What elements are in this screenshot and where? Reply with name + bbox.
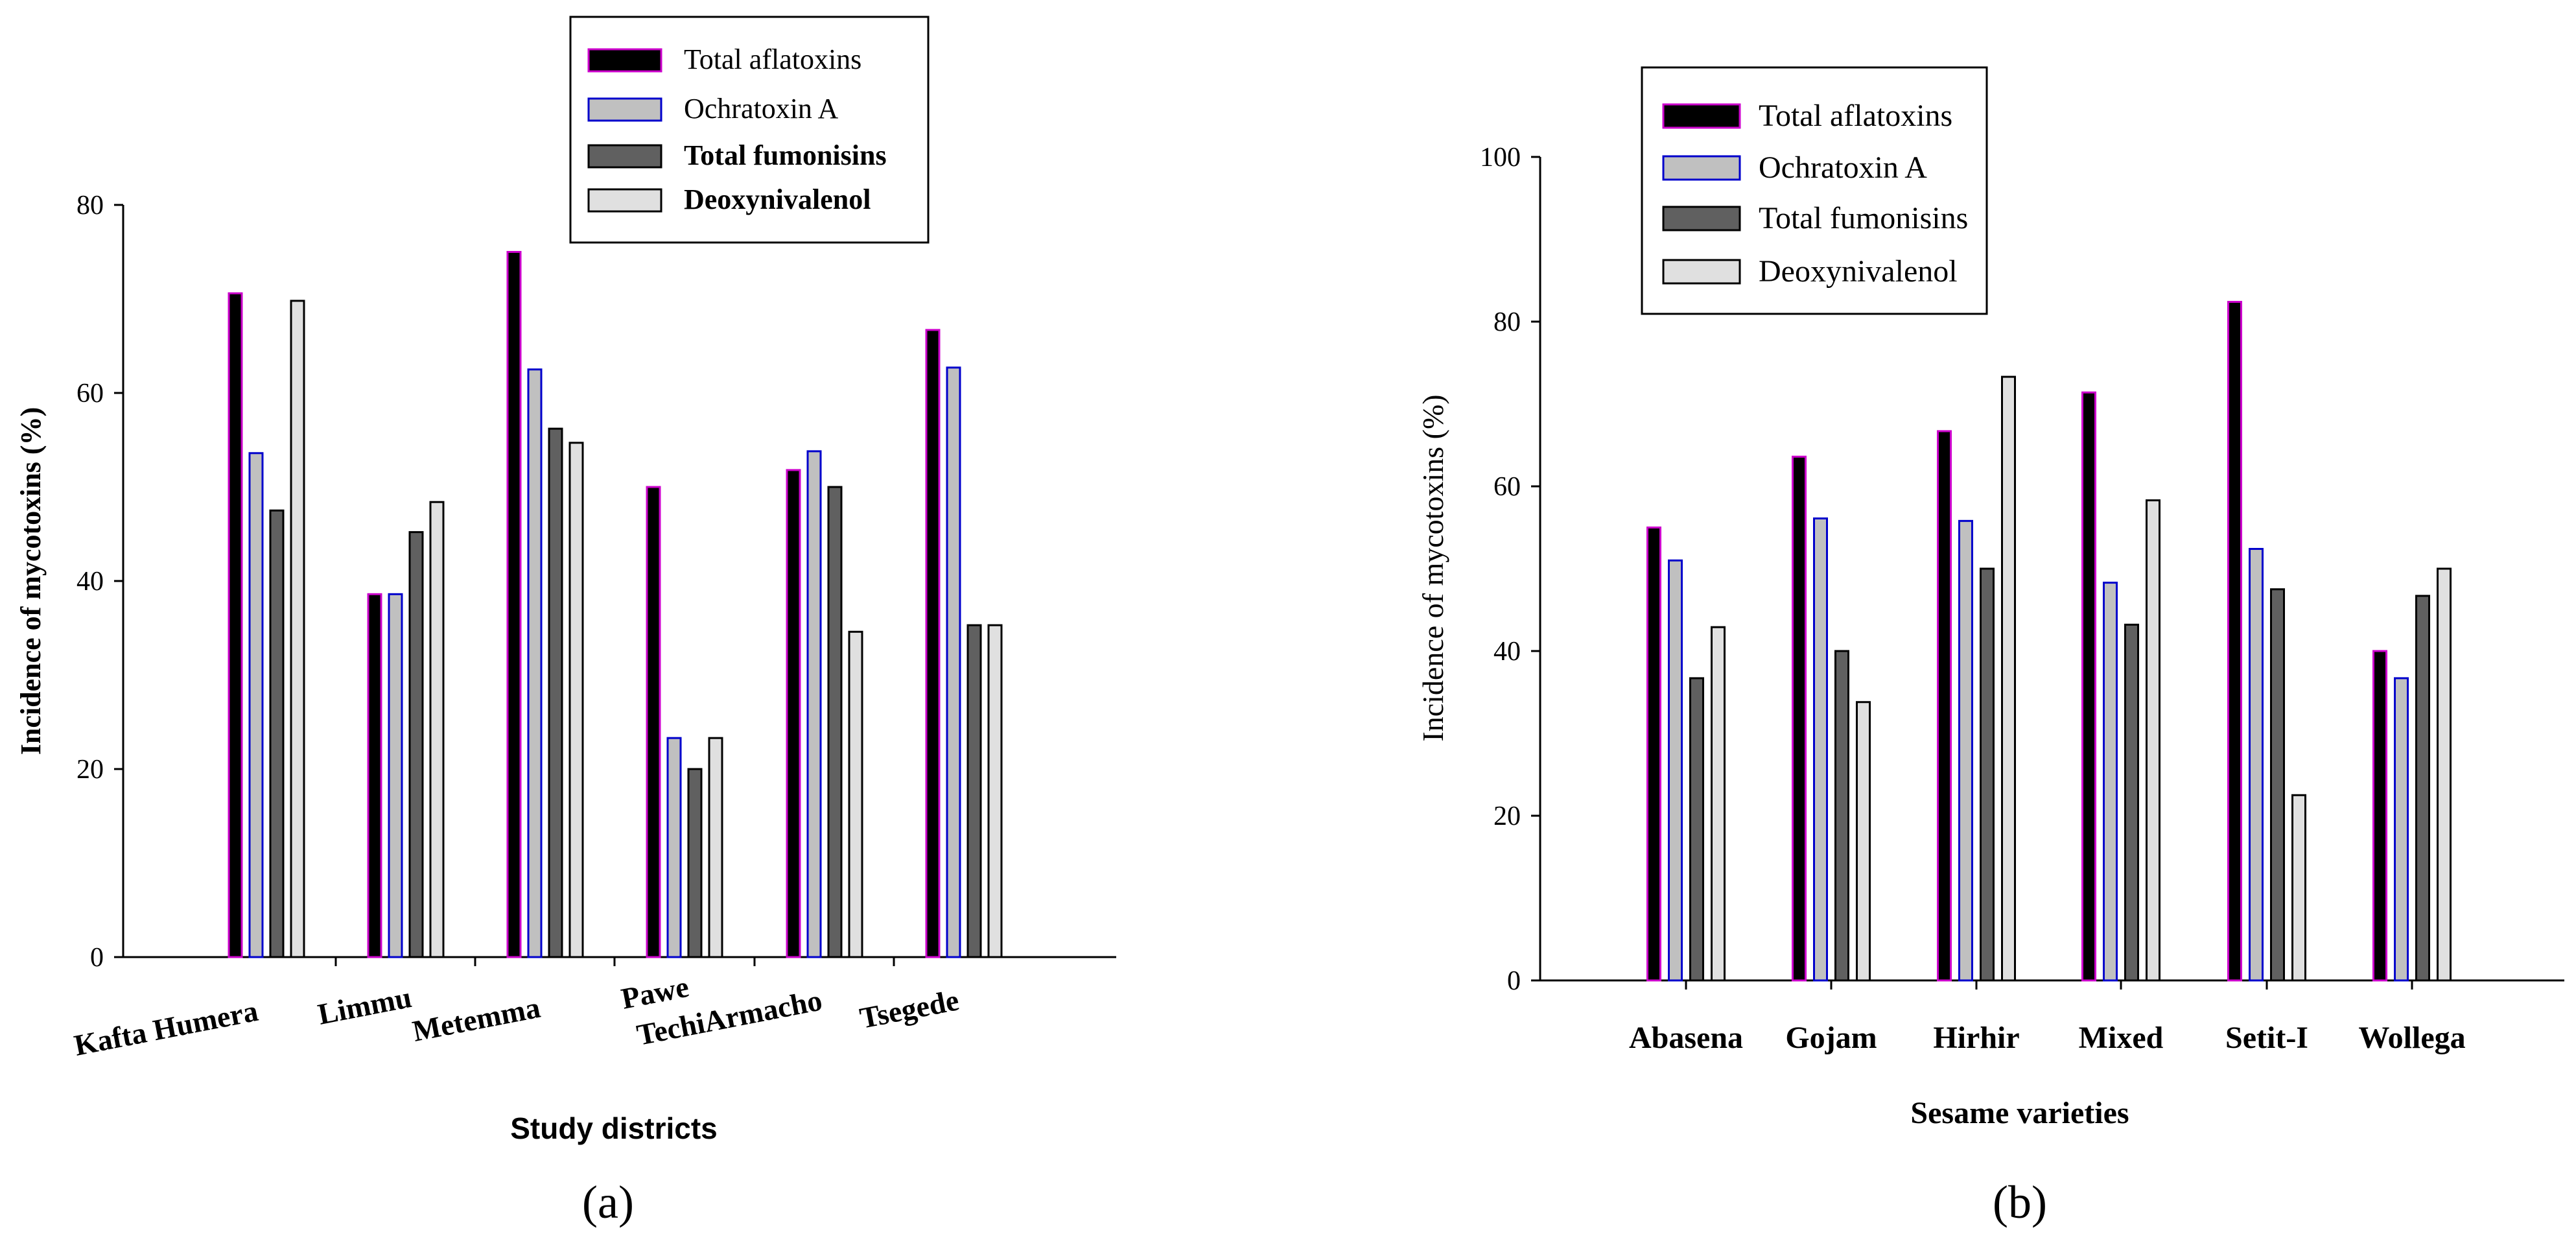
bar-3-3 bbox=[708, 737, 723, 958]
bar-2-5 bbox=[2415, 595, 2430, 982]
y-tick-label: 0 bbox=[90, 943, 104, 973]
panel-label: (b) bbox=[1993, 1176, 2047, 1228]
bar-1-4 bbox=[2249, 548, 2264, 982]
bar-0-1 bbox=[1792, 455, 1807, 982]
bar-0-3 bbox=[2081, 391, 2096, 982]
y-tick-label: 20 bbox=[76, 755, 104, 785]
legend-label: Ochratoxin A bbox=[1759, 150, 1927, 185]
legend-label: Total aflatoxins bbox=[1759, 99, 1952, 133]
x-tick-label: Metemma bbox=[410, 991, 543, 1048]
bar-2-0 bbox=[1689, 677, 1704, 982]
y-tick-label: 100 bbox=[1480, 143, 1521, 172]
legend-swatch bbox=[1662, 155, 1741, 181]
y-axis-label: Incidence of mycotoxins (%) bbox=[1416, 394, 1449, 741]
y-tick-label: 80 bbox=[76, 191, 104, 220]
x-tick-label: Kafta Humera bbox=[71, 994, 261, 1062]
y-axis-label: Incidence of mycotoxins (%) bbox=[15, 407, 47, 755]
legend-swatch bbox=[587, 144, 662, 169]
bar-1-4 bbox=[806, 450, 822, 958]
bar-3-5 bbox=[987, 624, 1003, 958]
legend-swatch bbox=[587, 188, 662, 213]
x-axis-label: Study districts bbox=[510, 1111, 718, 1145]
y-tick-label: 20 bbox=[1493, 801, 1521, 831]
bar-0-5 bbox=[925, 329, 941, 958]
legend-label: Total fumonisins bbox=[684, 139, 887, 171]
bar-1-1 bbox=[388, 593, 403, 958]
legend-label: Deoxynivalenol bbox=[684, 184, 871, 215]
bar-2-1 bbox=[1834, 650, 1849, 982]
x-tick-label: Pawe bbox=[618, 970, 692, 1015]
x-tick-label: Tsegede bbox=[857, 983, 961, 1034]
bar-3-5 bbox=[2437, 567, 2452, 982]
bar-0-3 bbox=[646, 486, 661, 958]
y-tick-label: 80 bbox=[1493, 307, 1521, 337]
y-tick-label: 60 bbox=[76, 379, 104, 409]
bar-1-0 bbox=[248, 452, 264, 958]
bar-2-3 bbox=[687, 768, 703, 958]
x-tick-label: Wollega bbox=[2358, 1021, 2465, 1055]
x-tick-label: Mixed bbox=[2079, 1021, 2164, 1055]
bar-3-1 bbox=[429, 501, 445, 958]
bar-1-2 bbox=[527, 368, 543, 958]
bar-2-1 bbox=[408, 531, 424, 958]
bar-3-2 bbox=[2001, 375, 2016, 982]
legend-swatch bbox=[1662, 103, 1741, 129]
bar-0-2 bbox=[506, 251, 522, 958]
bar-1-5 bbox=[2394, 677, 2409, 982]
bar-3-4 bbox=[848, 630, 863, 958]
bar-3-3 bbox=[2146, 499, 2160, 982]
panel-label: (a) bbox=[582, 1176, 634, 1228]
bar-3-0 bbox=[1711, 626, 1726, 982]
bar-0-2 bbox=[1937, 430, 1952, 982]
bar-1-0 bbox=[1668, 559, 1683, 982]
y-tick-label: 40 bbox=[76, 567, 104, 597]
bar-3-1 bbox=[1856, 701, 1871, 982]
x-tick-label: Gojam bbox=[1785, 1021, 1877, 1055]
bar-2-0 bbox=[269, 509, 285, 958]
x-tick-label: Setit-I bbox=[2225, 1021, 2308, 1055]
bar-1-5 bbox=[946, 366, 961, 958]
y-tick-label: 60 bbox=[1493, 472, 1521, 502]
legend-swatch bbox=[1662, 259, 1741, 285]
legend-swatch bbox=[587, 97, 662, 122]
bar-2-3 bbox=[2124, 623, 2139, 982]
bar-1-1 bbox=[1813, 517, 1828, 982]
x-tick-label: Limmu bbox=[315, 980, 414, 1031]
legend-label: Total aflatoxins bbox=[684, 43, 861, 75]
bar-2-5 bbox=[966, 624, 982, 958]
legend-label: Total fumonisins bbox=[1759, 201, 1968, 235]
bar-2-4 bbox=[2270, 588, 2285, 982]
legend-swatch bbox=[587, 48, 662, 73]
legend-label: Deoxynivalenol bbox=[1759, 254, 1958, 289]
bar-0-4 bbox=[786, 469, 801, 958]
x-tick-label: Hirhir bbox=[1933, 1021, 2019, 1055]
bar-2-2 bbox=[548, 427, 563, 958]
legend-swatch bbox=[1662, 206, 1741, 231]
x-axis-label: Sesame varieties bbox=[1910, 1096, 2129, 1130]
bar-0-0 bbox=[228, 292, 243, 958]
bar-0-4 bbox=[2227, 301, 2242, 982]
bar-2-2 bbox=[1980, 567, 1995, 982]
y-tick-label: 40 bbox=[1493, 637, 1521, 667]
chart-panel-b: 0 20 40 60 80 100 Abasena Gojam Hirhir Mixed Setit… bbox=[1416, 66, 2564, 1228]
bar-0-5 bbox=[2372, 650, 2387, 982]
bar-1-2 bbox=[1958, 519, 1973, 982]
bar-0-1 bbox=[367, 593, 382, 958]
x-tick-label: Abasena bbox=[1629, 1021, 1743, 1055]
bar-3-2 bbox=[568, 442, 584, 958]
bar-1-3 bbox=[2103, 582, 2118, 982]
legend-label: Ochratoxin A bbox=[684, 93, 839, 124]
bar-2-4 bbox=[827, 486, 843, 958]
bar-1-3 bbox=[666, 737, 682, 958]
y-tick-label: 0 bbox=[1507, 966, 1521, 996]
bar-3-0 bbox=[290, 300, 305, 958]
bar-3-4 bbox=[2291, 794, 2306, 982]
bar-0-0 bbox=[1646, 527, 1661, 982]
